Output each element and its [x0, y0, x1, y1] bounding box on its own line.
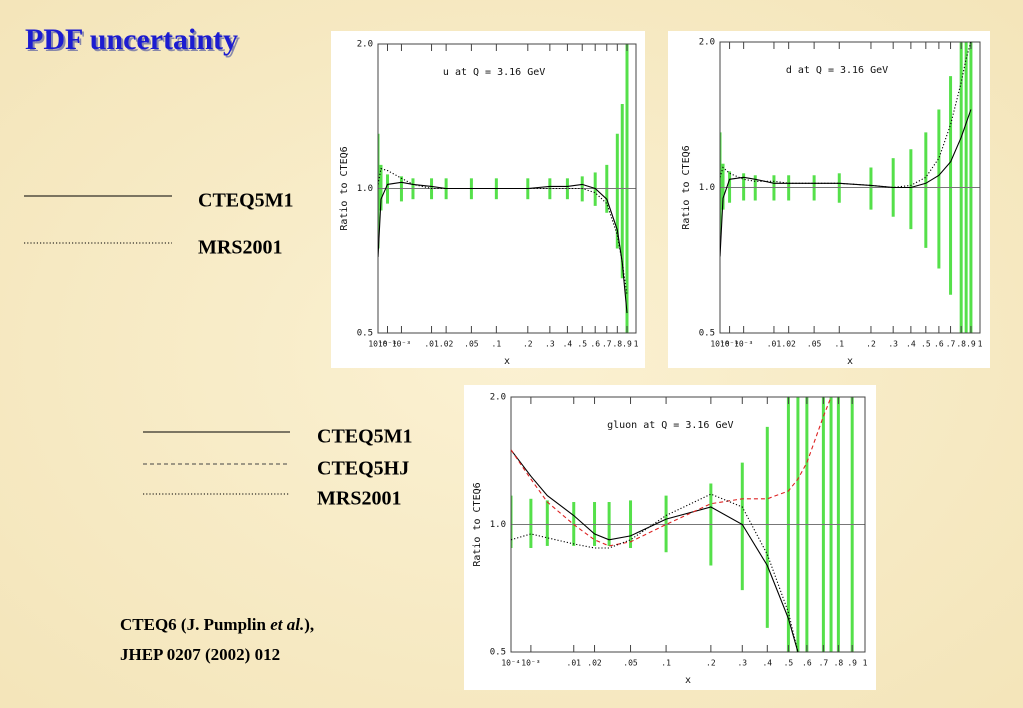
citation-italic: et al. — [270, 615, 304, 634]
x-tick-label: .02 — [587, 659, 602, 668]
legend-label: CTEQ5M1 — [198, 190, 294, 212]
plot-frame — [510, 396, 866, 653]
x-tick-label: .2 — [866, 340, 876, 349]
plot-title: gluon at Q = 3.16 GeV — [607, 420, 733, 431]
x-tick-label: .5 — [784, 659, 794, 668]
chart: 0.5 1.0 2.0 10⁻⁶10⁻⁴10⁻³ .01.02 .05 .1 .2 .3 .4 .5… — [668, 31, 990, 368]
slide-title: PDF uncertainty — [25, 23, 238, 56]
y-tick-label: 2.0 — [357, 40, 373, 50]
x-tick-label: .2 — [706, 659, 716, 668]
title-shadow: PDF uncertainty — [27, 25, 240, 58]
x-axis-label: x — [685, 675, 691, 686]
x-tick-label: .05 — [807, 340, 822, 349]
x-tick-label: .6 — [934, 340, 944, 349]
x-tick-label: .4 — [762, 659, 772, 668]
x-tick-label: .6 — [590, 340, 600, 349]
x-tick-label: 10⁻⁴ — [378, 340, 397, 349]
x-tick-label: 10⁻⁴ — [720, 340, 739, 349]
series-line — [720, 41, 972, 189]
x-tick-label: .05 — [623, 659, 638, 668]
citation: JHEP 0207 (2002) 012 — [120, 645, 280, 664]
x-tick-label: .7 — [946, 340, 956, 349]
x-tick-label: 10⁻³ — [521, 659, 540, 668]
chart: 0.5 1.0 2.0 10⁻⁶10⁻⁴10⁻³ .01.02 .05 .1 .2 .3 .4 .5… — [331, 31, 645, 368]
x-tick-label: 10⁻³ — [392, 340, 411, 349]
legend-label: CTEQ5HJ — [317, 458, 409, 480]
y-tick-label: 0.5 — [699, 329, 715, 339]
x-tick-label: .8 — [834, 659, 844, 668]
x-tick-label: 10⁻⁶ — [368, 340, 387, 349]
citation-text: ), — [304, 615, 314, 634]
x-tick-label: 10⁻³ — [734, 340, 753, 349]
series-line — [511, 449, 799, 653]
chart: 0.5 1.0 2.0 10⁻⁴ 10⁻³ .01 .02 .05 .1 .2 .3 .4 .5 .6 .7… — [464, 385, 876, 690]
chart-panel — [331, 31, 645, 368]
plot-frame — [719, 41, 981, 334]
x-tick-label: .5 — [921, 340, 931, 349]
x-tick-label: .9 — [847, 659, 857, 668]
x-tick-label: .9 — [622, 340, 632, 349]
legend-label: MRS2001 — [317, 488, 401, 510]
x-tick-label: .2 — [523, 340, 533, 349]
x-tick-label: .3 — [545, 340, 555, 349]
x-tick-label: .7 — [602, 340, 612, 349]
citation: CTEQ6 (J. Pumplin et al.), — [120, 615, 314, 634]
x-tick-label: .1 — [834, 340, 844, 349]
plot-title: u at Q = 3.16 GeV — [443, 67, 545, 78]
y-tick-label: 0.5 — [357, 329, 373, 339]
x-tick-label: .05 — [464, 340, 479, 349]
x-tick-label: .8 — [956, 340, 966, 349]
y-axis-label: Ratio to CTEQ6 — [681, 145, 692, 229]
x-tick-label: 1 — [863, 659, 868, 668]
legend-label: CTEQ5M1 — [317, 426, 413, 448]
x-tick-label: .8 — [612, 340, 622, 349]
x-tick-label: .4 — [563, 340, 573, 349]
chart-panel — [668, 31, 990, 368]
x-axis-label: x — [504, 356, 510, 367]
series-line — [720, 109, 972, 257]
x-tick-label: .02 — [781, 340, 796, 349]
x-tick-label: .7 — [819, 659, 829, 668]
y-axis-label: Ratio to CTEQ6 — [472, 482, 483, 566]
citation-text: CTEQ6 (J. Pumplin — [120, 615, 270, 634]
plot-title: d at Q = 3.16 GeV — [786, 65, 888, 76]
y-tick-label: 2.0 — [490, 393, 506, 403]
y-tick-label: 2.0 — [699, 38, 715, 48]
y-axis-label: Ratio to CTEQ6 — [339, 146, 350, 230]
y-tick-label: 1.0 — [490, 520, 506, 530]
x-tick-label: .01 — [767, 340, 782, 349]
x-tick-label: .02 — [439, 340, 454, 349]
x-tick-label: 10⁻⁴ — [501, 659, 520, 668]
plot-frame — [377, 43, 637, 334]
x-tick-label: 1 — [634, 340, 639, 349]
x-tick-label: .6 — [802, 659, 812, 668]
y-tick-label: 1.0 — [699, 183, 715, 193]
x-tick-label: .3 — [888, 340, 898, 349]
x-axis-label: x — [847, 356, 853, 367]
y-tick-label: 1.0 — [357, 184, 373, 194]
x-tick-label: .1 — [661, 659, 671, 668]
x-tick-label: .5 — [577, 340, 587, 349]
x-tick-label: .01 — [424, 340, 439, 349]
series-line — [511, 396, 832, 547]
x-tick-label: .3 — [737, 659, 747, 668]
x-tick-label: .01 — [567, 659, 582, 668]
x-tick-label: .9 — [966, 340, 976, 349]
x-tick-label: 1 — [978, 340, 983, 349]
series-line — [378, 167, 628, 296]
x-tick-label: 10⁻⁶ — [710, 340, 729, 349]
x-tick-label: .4 — [906, 340, 916, 349]
legend-label: MRS2001 — [198, 237, 282, 259]
x-tick-label: .1 — [492, 340, 502, 349]
y-tick-label: 0.5 — [490, 648, 506, 658]
